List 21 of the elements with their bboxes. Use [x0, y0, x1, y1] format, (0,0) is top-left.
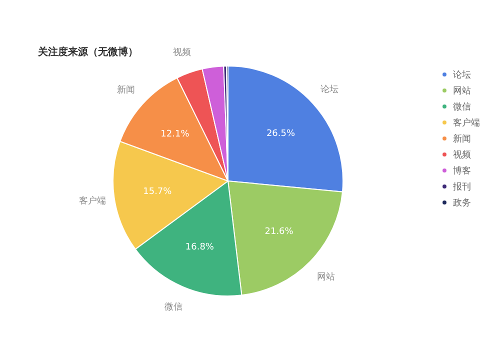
- legend-label: 新闻: [453, 134, 471, 144]
- slice-label: 视频: [173, 46, 191, 58]
- chart-title: 关注度来源（无微博）: [37, 46, 138, 58]
- data-label: 15.7%: [143, 187, 172, 198]
- legend-label: 视频: [453, 150, 471, 160]
- legend-label: 政务: [453, 198, 471, 208]
- slice-label: 论坛: [320, 84, 338, 95]
- data-label: 21.6%: [264, 226, 294, 237]
- legend-label: 论坛: [453, 70, 471, 80]
- data-label: 16.8%: [185, 242, 214, 252]
- slice-label: 微信: [164, 302, 183, 313]
- slice-label: 网站: [317, 272, 336, 283]
- data-label: 26.5%: [266, 129, 296, 140]
- legend-label: 博客: [453, 166, 471, 176]
- legend-label: 微信: [453, 102, 471, 112]
- legend-label: 网站: [453, 86, 471, 96]
- slice-label: 客户端: [78, 195, 106, 206]
- legend-label: 报刊: [452, 182, 471, 192]
- slice-label: 新闻: [117, 84, 136, 96]
- data-label: 12.1%: [160, 129, 190, 140]
- legend-label: 客户端: [453, 118, 480, 128]
